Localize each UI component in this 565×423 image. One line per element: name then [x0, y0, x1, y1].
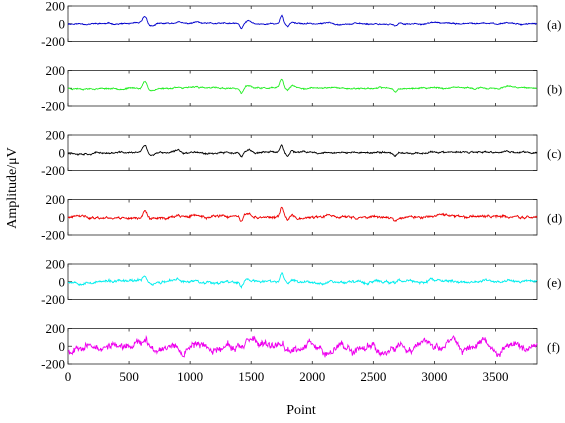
- panel-label: (f): [547, 339, 560, 354]
- y-tick-label: -200: [41, 292, 65, 307]
- y-tick-label: 200: [46, 321, 66, 336]
- y-tick-label: 200: [46, 192, 66, 207]
- axes-box: [67, 328, 538, 365]
- panel-1: 200 0 -200 (b): [41, 63, 562, 114]
- y-tick-label: -200: [41, 228, 65, 243]
- series-line-3: [67, 206, 538, 222]
- y-tick-label: 0: [59, 339, 66, 354]
- y-tick-label: 0: [59, 16, 66, 31]
- y-tick-label: 0: [59, 274, 66, 289]
- panel-label: (e): [547, 275, 561, 290]
- panel-label: (a): [547, 17, 561, 32]
- y-tick-label: 0: [59, 145, 66, 160]
- panel-2: 200 0 -200 (c): [41, 128, 561, 179]
- x-tick-label: 0: [65, 369, 72, 384]
- y-tick-label: 200: [46, 128, 66, 143]
- axes-box: [67, 134, 538, 171]
- y-tick-label: 200: [46, 257, 66, 272]
- y-axis-title: Amplitude/μV: [5, 147, 20, 228]
- series-line-2: [67, 144, 538, 158]
- panel-0: 200 0 -200 (a): [41, 0, 561, 49]
- x-axis-title: Point: [286, 403, 316, 418]
- y-tick-label: -200: [41, 357, 65, 372]
- panel-3: 200 0 -200 (d): [41, 192, 562, 243]
- y-tick-label: 0: [59, 81, 66, 96]
- x-tick-label: 1500: [238, 369, 264, 384]
- series-line-0: [67, 14, 538, 30]
- x-tick-label: 3000: [421, 369, 447, 384]
- panel-5: 2000-2000 500 1000 1500 2000 2500 3000 3500(f): [41, 321, 560, 384]
- series-line-1: [67, 78, 538, 95]
- y-tick-label: -200: [41, 34, 65, 49]
- panel-label: (d): [547, 210, 562, 225]
- x-tick-label: 500: [119, 369, 139, 384]
- x-tick-label: 1000: [177, 369, 203, 384]
- series-line-5: [67, 334, 538, 358]
- y-tick-label: 200: [46, 0, 66, 14]
- y-tick-label: 0: [59, 210, 66, 225]
- panel-4: 200 0 -200 (e): [41, 257, 561, 308]
- y-tick-label: -200: [41, 163, 65, 178]
- panel-label: (c): [547, 146, 561, 161]
- series-line-4: [67, 271, 538, 290]
- x-tick-label: 2500: [360, 369, 386, 384]
- x-tick-label: 2000: [299, 369, 325, 384]
- y-tick-label: 200: [46, 63, 66, 78]
- panel-label: (b): [547, 81, 562, 96]
- x-tick-label: 3500: [482, 369, 508, 384]
- y-tick-label: -200: [41, 99, 65, 114]
